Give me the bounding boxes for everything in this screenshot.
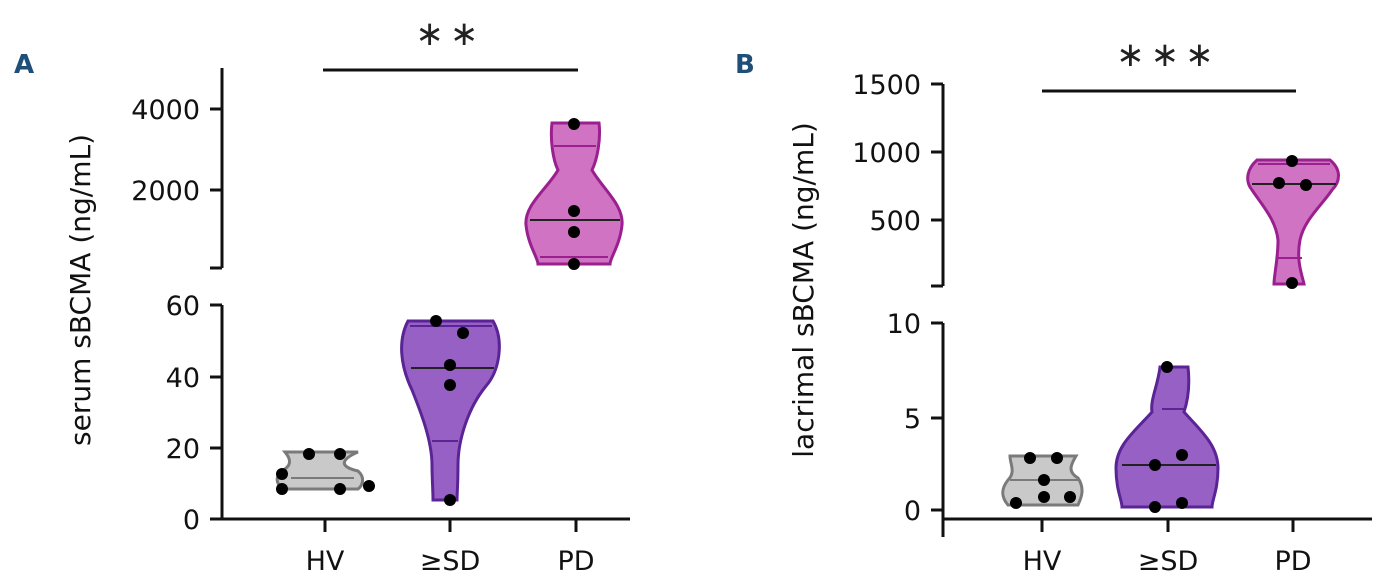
panel-letter-b: B <box>735 50 755 80</box>
data-point <box>1024 452 1036 464</box>
y-tick-label-60-a: 60 <box>166 291 200 322</box>
data-point <box>1286 277 1298 289</box>
panel-b: B lacrimal sBCMA (ng/mL) ∗∗∗ 1500 1000 5… <box>735 35 1372 577</box>
data-point <box>303 448 315 460</box>
violin-sd-b <box>1114 365 1220 509</box>
data-point <box>1161 361 1173 373</box>
data-point <box>444 359 456 371</box>
data-point <box>1149 459 1161 471</box>
data-point <box>276 483 288 495</box>
y-tick-label-20-a: 20 <box>166 434 200 465</box>
data-point <box>457 327 469 339</box>
data-point <box>568 205 580 217</box>
y-tick-label-500-b: 500 <box>869 206 921 237</box>
data-point <box>334 483 346 495</box>
significance-label-b: ∗∗∗ <box>1116 35 1219 75</box>
violin-pd-b <box>1246 158 1340 286</box>
y-axis-title-a: serum sBCMA (ng/mL) <box>64 134 97 446</box>
data-point <box>1064 491 1076 503</box>
data-point <box>1300 179 1312 191</box>
data-point <box>1038 491 1050 503</box>
y-tick-label-5-b: 5 <box>904 404 921 435</box>
data-point <box>1273 177 1285 189</box>
y-tick-label-0-b: 0 <box>904 496 921 527</box>
data-point <box>1176 497 1188 509</box>
data-point <box>568 226 580 238</box>
y-axis-title-b: lacrimal sBCMA (ng/mL) <box>787 122 820 457</box>
y-tick-label-40-a: 40 <box>166 363 200 394</box>
significance-label-a: ∗∗ <box>416 14 485 54</box>
y-tick-label-0-a: 0 <box>183 505 200 536</box>
data-point <box>276 468 288 480</box>
x-label-sd-b: ≥SD <box>1138 546 1199 577</box>
violin-pd-a <box>524 121 624 266</box>
data-point <box>1038 474 1050 486</box>
data-point <box>1010 497 1022 509</box>
data-point <box>1149 501 1161 513</box>
data-point <box>363 480 375 492</box>
panel-letter-a: A <box>14 50 34 80</box>
violin-sd-a <box>400 319 501 502</box>
data-point <box>444 379 456 391</box>
panel-a: A serum sBCMA (ng/mL) ∗∗ 4000 2000 60 40… <box>14 14 630 577</box>
data-point <box>568 118 580 130</box>
data-point <box>430 315 442 327</box>
y-tick-label-10-b: 10 <box>887 309 921 340</box>
x-label-pd-b: PD <box>1274 546 1311 577</box>
x-label-sd-a: ≥SD <box>420 546 481 577</box>
y-tick-label-1000-b: 1000 <box>852 138 921 169</box>
data-point <box>334 448 346 460</box>
y-tick-label-2000-a: 2000 <box>131 176 200 207</box>
x-label-hv-a: HV <box>306 546 345 577</box>
data-point <box>1051 452 1063 464</box>
violin-hv-a <box>275 450 365 491</box>
data-point <box>444 494 456 506</box>
data-point <box>1176 449 1188 461</box>
x-label-hv-b: HV <box>1023 546 1062 577</box>
x-label-pd-a: PD <box>557 546 594 577</box>
y-tick-label-4000-a: 4000 <box>131 95 200 126</box>
y-tick-label-1500-b: 1500 <box>852 70 921 101</box>
data-point <box>568 258 580 270</box>
data-point <box>1286 155 1298 167</box>
